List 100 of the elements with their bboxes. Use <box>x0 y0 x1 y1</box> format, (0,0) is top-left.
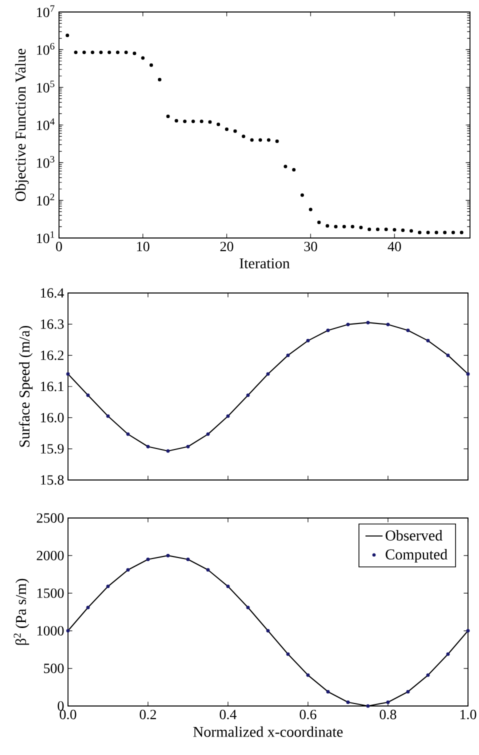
y-tick-label: 0 <box>58 701 64 711</box>
point <box>326 224 330 228</box>
point <box>406 690 410 694</box>
point <box>146 558 150 562</box>
point <box>226 584 230 588</box>
point <box>82 50 86 54</box>
point <box>90 50 94 54</box>
point <box>216 122 220 126</box>
point <box>150 63 154 67</box>
x-tick-label: 30 <box>304 242 318 252</box>
point <box>266 372 270 376</box>
point <box>426 673 430 677</box>
point <box>306 673 310 677</box>
point <box>401 228 405 232</box>
point <box>326 690 330 694</box>
point <box>226 414 230 418</box>
y-tick-label: 15.9 <box>40 444 64 454</box>
point <box>146 444 150 448</box>
point <box>386 322 390 326</box>
point <box>410 229 414 233</box>
y-tick-label: 10$^{4}$ <box>37 118 55 130</box>
point <box>116 50 120 54</box>
point <box>258 138 262 142</box>
point <box>108 50 112 54</box>
point <box>166 554 170 558</box>
y-tick-label: 10$^{7}$ <box>37 5 54 18</box>
point <box>66 629 70 633</box>
point <box>426 338 430 342</box>
y-tick-label: 15.8 <box>40 475 64 485</box>
point <box>284 164 288 168</box>
y-tick-label: 16.0 <box>40 412 64 422</box>
y-tick-label: 16.2 <box>40 350 64 360</box>
point <box>166 449 170 453</box>
point <box>66 372 70 376</box>
point <box>183 120 187 124</box>
x-tick-label: 10 <box>137 242 150 252</box>
point <box>158 78 162 82</box>
x-tick-label: 0.0 <box>60 710 76 720</box>
x-tick-label: 0.4 <box>220 710 237 720</box>
point <box>74 50 78 54</box>
legend-label: Observed <box>386 530 442 541</box>
x-axis-title: Iteration <box>240 258 290 268</box>
point <box>306 338 310 342</box>
y-tick-label: 16.3 <box>40 319 64 329</box>
point <box>233 129 237 133</box>
point <box>342 224 346 228</box>
point <box>246 393 250 397</box>
y-axis-title: β$^{2}$ (Pa s/m) <box>14 578 30 645</box>
point <box>126 568 130 572</box>
y-tick-label: 16.4 <box>40 288 64 298</box>
point <box>300 193 304 197</box>
y-tick-label: 2000 <box>36 550 64 560</box>
point <box>346 322 350 326</box>
point <box>406 328 410 332</box>
point <box>366 320 370 324</box>
y-tick-label: 10$^{5}$ <box>37 80 54 92</box>
y-tick-label: 1500 <box>37 588 64 598</box>
x-tick-label: 1.0 <box>460 710 476 720</box>
point <box>386 700 390 704</box>
point <box>426 230 430 234</box>
x-tick-label: 20 <box>220 242 234 252</box>
point <box>106 414 110 418</box>
point <box>434 230 438 234</box>
y-tick-label: 2500 <box>36 513 64 523</box>
y-axis-title: Surface Speed (m/a) <box>18 326 33 447</box>
point <box>86 393 90 397</box>
point <box>359 226 363 230</box>
point <box>250 138 254 142</box>
y-tick-label: 10$^{1}$ <box>37 231 54 244</box>
y-tick-label: 10$^{3}$ <box>37 156 54 168</box>
y-tick-label: 1000 <box>37 626 64 636</box>
point <box>443 230 447 234</box>
point <box>266 629 270 633</box>
point <box>99 50 103 54</box>
point <box>292 168 296 172</box>
point <box>446 652 450 656</box>
point <box>286 652 290 656</box>
point <box>174 118 178 122</box>
point <box>418 230 422 234</box>
x-tick-label: 0.2 <box>140 710 156 720</box>
x-tick-label: 40 <box>388 242 401 252</box>
point <box>186 444 190 448</box>
point <box>275 140 279 144</box>
point <box>346 700 350 704</box>
point <box>266 138 270 142</box>
y-tick-label: 16.1 <box>40 382 64 392</box>
point <box>106 584 110 588</box>
point <box>308 208 312 212</box>
point <box>141 56 145 60</box>
point <box>384 228 388 232</box>
point <box>225 128 228 132</box>
point <box>126 432 130 436</box>
point <box>166 114 170 118</box>
point <box>334 224 338 228</box>
y-tick-label: 10$^{6}$ <box>37 42 54 55</box>
point <box>460 230 464 234</box>
point <box>206 568 210 572</box>
point <box>392 228 396 232</box>
point <box>186 558 190 562</box>
point <box>66 34 70 38</box>
